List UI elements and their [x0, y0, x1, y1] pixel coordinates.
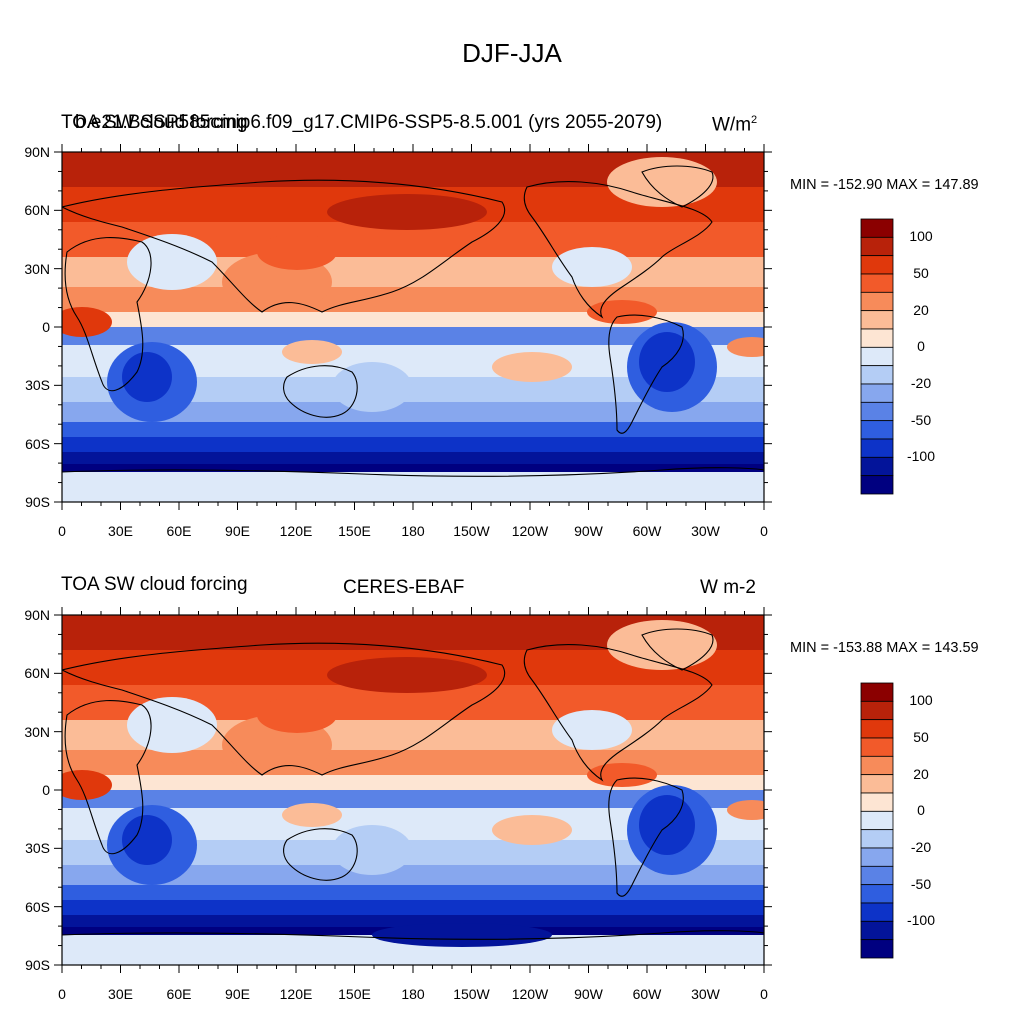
lon-tick-label: 120W	[511, 986, 549, 1002]
panel1-map	[61, 151, 765, 503]
panel2-map	[61, 614, 765, 966]
colorbar-label: 50	[913, 265, 929, 281]
lat-tick-label: 30S	[25, 377, 50, 394]
lon-tick-label: 0	[58, 523, 66, 539]
lat-tick-label: 90S	[25, 494, 50, 510]
colorbar-label: 20	[913, 765, 929, 782]
lon-tick-label: 0	[760, 986, 768, 1002]
colorbar-swatch	[860, 438, 894, 458]
colorbar-label: -20	[910, 839, 932, 855]
lon-tick-label: 150E	[338, 986, 371, 1002]
colorbar-swatch	[860, 902, 894, 922]
colorbar-label: 0	[917, 802, 925, 819]
colorbar-label: 0	[917, 338, 925, 355]
colorbar-label: 50	[913, 729, 929, 745]
lon-tick-label: 120W	[511, 523, 549, 539]
colorbar-label: 20	[913, 301, 929, 318]
panel2-units: W m-2	[700, 577, 756, 598]
colorbar-swatch	[860, 456, 894, 477]
colorbar-swatch	[860, 865, 894, 886]
lon-tick-label: 30W	[691, 523, 720, 539]
colorbar-swatch	[860, 420, 894, 440]
colorbar-swatch	[860, 310, 894, 330]
colorbar-label: 100	[909, 692, 933, 709]
colorbar-swatch	[860, 475, 894, 495]
colorbar-label: -50	[910, 875, 932, 892]
lat-tick-label: 90N	[24, 607, 50, 623]
colorbar-label: -100	[906, 912, 936, 929]
panel2-left-title: TOA SW cloud forcing	[61, 574, 248, 595]
colorbar-swatch	[860, 383, 894, 403]
lon-tick-label: 180	[401, 986, 425, 1002]
lon-tick-label: 120E	[279, 523, 313, 539]
lon-tick-label: 90E	[225, 986, 250, 1002]
panel1-minmax: MIN = -152.90 MAX = 147.89	[790, 177, 979, 193]
lat-tick-label: 90N	[24, 144, 50, 160]
lon-tick-label: 60W	[632, 523, 662, 539]
colorbar-swatch	[860, 939, 894, 959]
panel1-units: W/m2	[712, 114, 758, 136]
lat-tick-label: 30S	[25, 840, 50, 857]
lon-tick-label: 180	[401, 523, 425, 539]
panel2-center-title: CERES-EBAF	[343, 577, 465, 598]
lon-tick-label: 120E	[279, 986, 313, 1002]
panel2-minmax: MIN = -153.88 MAX = 143.59	[790, 640, 979, 656]
colorbar-swatch	[860, 810, 894, 831]
colorbar-swatch	[860, 829, 894, 849]
lat-tick-label: 60S	[25, 898, 50, 915]
lat-tick-label: 0	[42, 782, 50, 798]
lon-tick-label: 30W	[691, 986, 720, 1002]
colorbar-label: -100	[906, 448, 936, 465]
lon-tick-label: 60W	[632, 986, 662, 1002]
colorbar-swatch	[860, 792, 894, 812]
panel1-left-title: TOA SW cloud forcing	[61, 112, 248, 133]
colorbar-swatch	[860, 255, 894, 275]
colorbar-swatch	[860, 719, 894, 739]
colorbar-swatch	[860, 346, 894, 367]
colorbar-swatch	[860, 365, 894, 385]
lon-tick-label: 60E	[166, 523, 192, 539]
lat-tick-label: 90S	[25, 957, 50, 973]
colorbar-label: -20	[910, 375, 932, 391]
panel2-colorbar	[860, 682, 894, 959]
lat-tick-label: 0	[42, 319, 50, 335]
lon-tick-label: 90E	[225, 523, 250, 539]
colorbar-swatch	[860, 273, 894, 293]
lon-tick-label: 30E	[108, 986, 133, 1002]
lon-tick-label: 30E	[108, 523, 133, 539]
colorbar-label: -50	[910, 411, 932, 428]
colorbar-swatch	[860, 218, 894, 238]
lat-tick-label: 60N	[24, 665, 50, 682]
lon-tick-label: 150W	[453, 523, 490, 539]
colorbar-swatch	[860, 236, 894, 257]
colorbar-swatch	[860, 700, 894, 721]
lat-tick-label: 30N	[24, 723, 50, 740]
colorbar-swatch	[860, 847, 894, 867]
colorbar-swatch	[860, 401, 894, 422]
colorbar-label: 100	[909, 228, 933, 245]
lon-tick-label: 150W	[453, 986, 490, 1002]
lon-tick-label: 90W	[574, 523, 603, 539]
colorbar-swatch	[860, 920, 894, 941]
panel1-center-title: b.e21.BSSP585cmip6.f09_g17.CMIP6-SSP5-8.…	[75, 112, 663, 133]
lon-tick-label: 90W	[574, 986, 603, 1002]
colorbar-swatch	[860, 737, 894, 757]
colorbar-swatch	[860, 328, 894, 348]
lat-tick-label: 30N	[24, 260, 50, 277]
lon-tick-label: 60E	[166, 986, 192, 1002]
panel1-colorbar	[860, 218, 894, 495]
colorbar-swatch	[860, 884, 894, 904]
lon-tick-label: 0	[58, 986, 66, 1002]
figure-title: DJF-JJA	[462, 38, 562, 68]
colorbar-swatch	[860, 291, 894, 312]
lon-tick-label: 150E	[338, 523, 371, 539]
colorbar-swatch	[860, 682, 894, 702]
colorbar-swatch	[860, 774, 894, 794]
lon-tick-label: 0	[760, 523, 768, 539]
colorbar-swatch	[860, 755, 894, 776]
lat-tick-label: 60S	[25, 435, 50, 452]
lat-tick-label: 60N	[24, 202, 50, 219]
